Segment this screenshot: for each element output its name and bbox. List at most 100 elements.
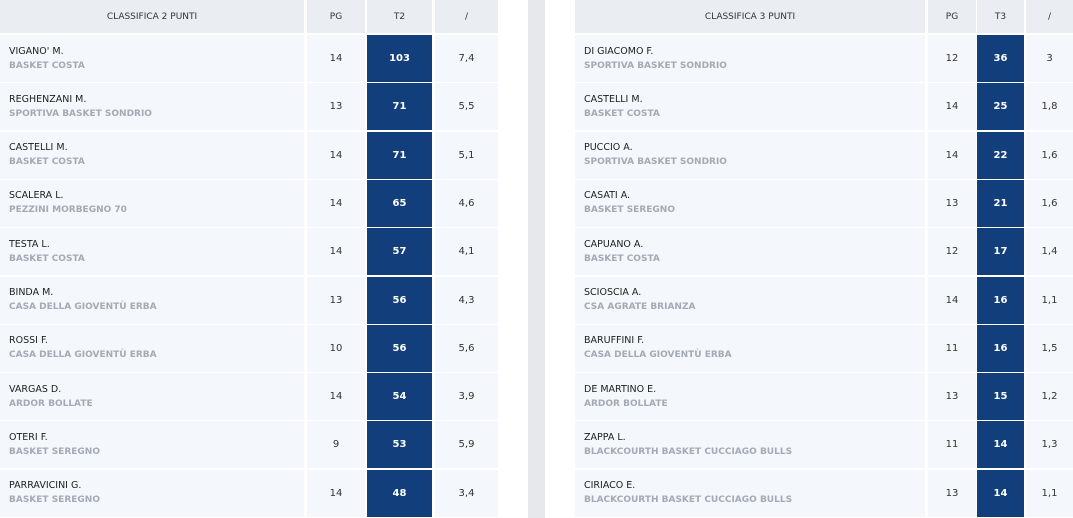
player-name[interactable]: CIRIACO E. — [584, 480, 636, 492]
column-header-stat[interactable]: T3 — [977, 0, 1024, 33]
player-team: BASKET COSTA — [9, 253, 85, 264]
stat-value: 16 — [977, 276, 1024, 324]
stat-value: 65 — [367, 179, 432, 227]
table-row[interactable]: VARGAS D. ARDOR BOLLATE 14 54 3,9 — [0, 373, 498, 421]
table-row[interactable]: REGHENZANI M. SPORTIVA BASKET SONDRIO 13 71… — [0, 83, 498, 131]
player-cell: CIRIACO E. BLACKCOURTH BASKET CUCCIAGO BU… — [575, 469, 925, 517]
player-name[interactable]: DI GIACOMO F. — [584, 45, 654, 57]
player-team: ARDOR BOLLATE — [9, 398, 93, 409]
player-cell: ROSSI F. CASA DELLA GIOVENTÙ ERBA — [0, 324, 304, 372]
player-team: BASKET SEREGNO — [9, 495, 100, 506]
player-team: BLACKCOURTH BASKET CUCCIAGO BULLS — [584, 495, 793, 506]
games-played: 14 — [307, 35, 365, 82]
table-row[interactable]: OTERI F. BASKET SEREGNO 9 53 5,9 — [0, 421, 498, 469]
stat-value: 21 — [977, 179, 1024, 227]
player-team: BLACKCOURTH BASKET CUCCIAGO BULLS — [584, 446, 793, 457]
table-row[interactable]: CASATI A. BASKET SEREGNO 13 21 1,6 — [575, 179, 1073, 227]
player-name[interactable]: PARRAVICINI G. — [9, 480, 82, 492]
player-cell: BARUFFINI F. CASA DELLA GIOVENTÙ ERBA — [575, 324, 925, 372]
player-cell: SCIOSCIA A. CSA AGRATE BRIANZA — [575, 276, 925, 324]
ratio-value: 5,1 — [435, 131, 498, 179]
player-cell: DE MARTINO E. ARDOR BOLLATE — [575, 373, 925, 421]
player-team: CSA AGRATE BRIANZA — [584, 302, 696, 312]
ratio-value: 4,3 — [435, 276, 498, 324]
column-header-player[interactable]: CLASSIFICA 2 PUNTI — [0, 0, 304, 33]
player-name[interactable]: CASTELLI M. — [9, 142, 68, 154]
player-name[interactable]: CAPUANO A. — [584, 238, 644, 250]
player-name[interactable]: CASTELLI M. — [584, 93, 643, 105]
player-name[interactable]: OTERI F. — [9, 431, 48, 443]
player-name[interactable]: CASATI A. — [584, 190, 631, 202]
player-cell: TESTA L. BASKET COSTA — [0, 228, 304, 276]
stat-value: 14 — [977, 469, 1024, 517]
games-played: 13 — [928, 179, 976, 227]
player-name[interactable]: TESTA L. — [9, 238, 50, 250]
table-row[interactable]: PUCCIO A. SPORTIVA BASKET SONDRIO 14 22 1,6 — [575, 131, 1073, 179]
player-name[interactable]: BARUFFINI F. — [584, 335, 645, 347]
column-header-games[interactable]: PG — [307, 0, 365, 33]
player-cell: ZAPPA L. BLACKCOURTH BASKET CUCCIAGO BULL… — [575, 421, 925, 469]
table-row[interactable]: SCIOSCIA A. CSA AGRATE BRIANZA 14 16 1,1 — [575, 276, 1073, 324]
player-team: PEZZINI MORBEGNO 70 — [9, 205, 127, 216]
column-header-player[interactable]: CLASSIFICA 3 PUNTI — [575, 0, 925, 33]
player-name[interactable]: REGHENZANI M. — [9, 93, 87, 105]
ratio-value: 3,9 — [435, 373, 498, 421]
table-row[interactable]: CASTELLI M. BASKET COSTA 14 71 5,1 — [0, 131, 498, 179]
player-name[interactable]: SCIOSCIA A. — [584, 287, 642, 298]
table-row[interactable]: CAPUANO A. BASKET COSTA 12 17 1,4 — [575, 228, 1073, 276]
player-cell: DI GIACOMO F. SPORTIVA BASKET SONDRIO — [575, 35, 925, 82]
table-row[interactable]: SCALERA L. PEZZINI MORBEGNO 70 14 65 4,6 — [0, 179, 498, 227]
table-row[interactable]: DI GIACOMO F. SPORTIVA BASKET SONDRIO 12 36… — [575, 35, 1073, 82]
player-name[interactable]: DE MARTINO E. — [584, 383, 657, 395]
stat-value: 16 — [977, 324, 1024, 372]
player-name[interactable]: VIGANO' M. — [9, 45, 64, 57]
panel-divider — [528, 0, 545, 518]
column-header-ratio[interactable]: / — [435, 0, 498, 33]
ranking-table-3-points: CLASSIFICA 3 PUNTI PG T3/DI GIACOMO F. SPOR… — [575, 0, 1073, 518]
table-row[interactable]: DE MARTINO E. ARDOR BOLLATE 13 15 1,2 — [575, 373, 1073, 421]
stat-value: 14 — [977, 421, 1024, 469]
ratio-value: 7,4 — [435, 35, 498, 82]
player-name[interactable]: SCALERA L. — [9, 190, 64, 202]
player-name[interactable]: BINDA M. — [9, 287, 54, 298]
ratio-value: 4,1 — [435, 228, 498, 276]
games-played: 14 — [307, 228, 365, 276]
player-name[interactable]: ZAPPA L. — [584, 431, 626, 443]
stat-value: 22 — [977, 131, 1024, 179]
table-row[interactable]: TESTA L. BASKET COSTA 14 57 4,1 — [0, 228, 498, 276]
player-name[interactable]: VARGAS D. — [9, 383, 62, 395]
table-row[interactable]: VIGANO' M. BASKET COSTA 14 103 7,4 — [0, 35, 498, 82]
games-played: 12 — [928, 228, 976, 276]
table-row[interactable]: BARUFFINI F. CASA DELLA GIOVENTÙ ERBA 11 16… — [575, 324, 1073, 372]
ratio-value: 3 — [1026, 35, 1073, 82]
games-played: 13 — [928, 469, 976, 517]
stat-value: 15 — [977, 373, 1024, 421]
ratio-value: 1,2 — [1026, 373, 1073, 421]
player-team: SPORTIVA BASKET SONDRIO — [584, 157, 727, 168]
column-header-games[interactable]: PG — [928, 0, 976, 33]
player-cell: CASTELLI M. BASKET COSTA — [575, 83, 925, 131]
stat-value: 54 — [367, 373, 432, 421]
column-header-ratio[interactable]: / — [1026, 0, 1073, 33]
player-cell: CASTELLI M. BASKET COSTA — [0, 131, 304, 179]
games-played: 13 — [307, 83, 365, 131]
player-team: SPORTIVA BASKET SONDRIO — [9, 108, 152, 119]
stat-value: 48 — [367, 469, 432, 517]
table-row[interactable]: PARRAVICINI G. BASKET SEREGNO 14 48 3,4 — [0, 469, 498, 517]
stat-value: 57 — [367, 228, 432, 276]
player-name[interactable]: ROSSI F. — [9, 335, 48, 347]
player-cell: CASATI A. BASKET SEREGNO — [575, 179, 925, 227]
table-row[interactable]: ROSSI F. CASA DELLA GIOVENTÙ ERBA 10 56 5,6 — [0, 324, 498, 372]
ratio-value: 1,1 — [1026, 469, 1073, 517]
games-played: 10 — [307, 324, 365, 372]
table-row[interactable]: ZAPPA L. BLACKCOURTH BASKET CUCCIAGO BULL… — [575, 421, 1073, 469]
ratio-value: 5,6 — [435, 324, 498, 372]
table-row[interactable]: CASTELLI M. BASKET COSTA 14 25 1,8 — [575, 83, 1073, 131]
table-row[interactable]: CIRIACO E. BLACKCOURTH BASKET CUCCIAGO BU… — [575, 469, 1073, 517]
player-cell: VARGAS D. ARDOR BOLLATE — [0, 373, 304, 421]
games-played: 14 — [928, 276, 976, 324]
player-cell: SCALERA L. PEZZINI MORBEGNO 70 — [0, 179, 304, 227]
player-name[interactable]: PUCCIO A. — [584, 142, 633, 154]
column-header-stat[interactable]: T2 — [367, 0, 432, 33]
table-row[interactable]: BINDA M. CASA DELLA GIOVENTÙ ERBA 13 56 4,3 — [0, 276, 498, 324]
